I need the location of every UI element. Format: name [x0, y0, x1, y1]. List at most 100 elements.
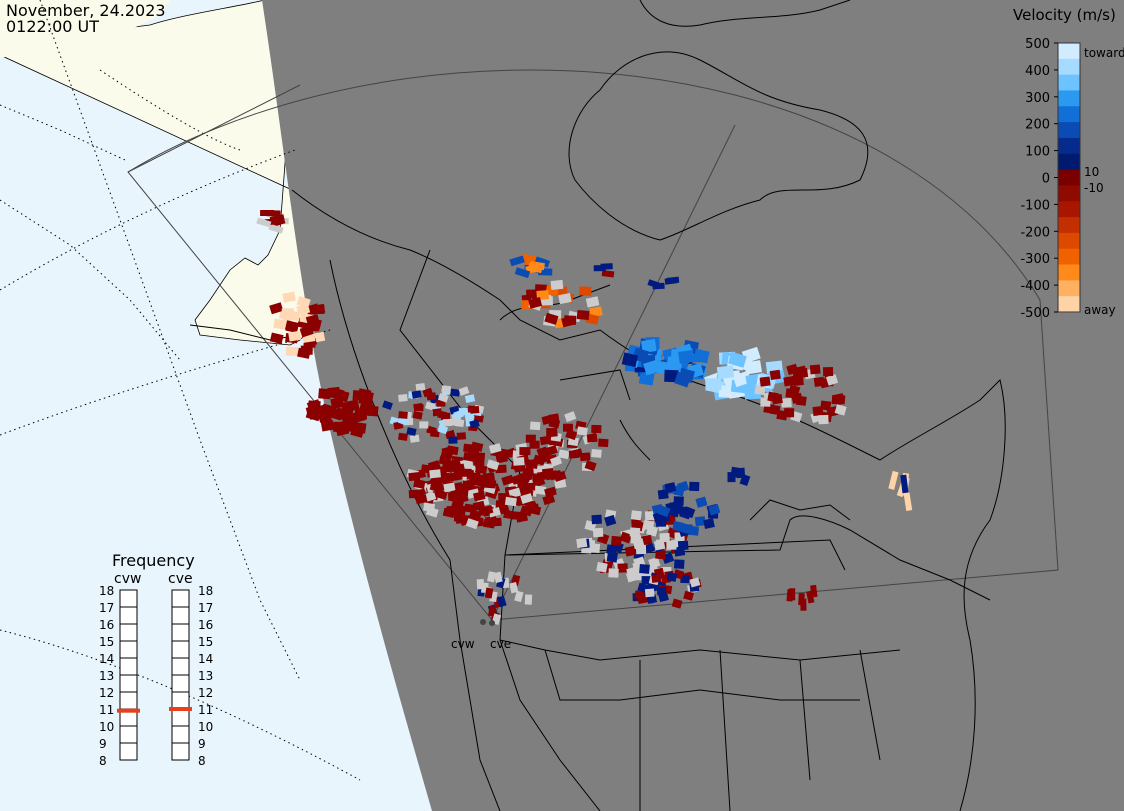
scatter-cell — [454, 505, 466, 514]
legend-tick-label: 100 — [1025, 145, 1050, 160]
scatter-cell — [705, 378, 722, 391]
scatter-cell — [323, 407, 337, 418]
scatter-cell — [456, 486, 469, 496]
scatter-cell — [630, 510, 642, 521]
scatter-cell — [534, 485, 547, 495]
scatter-cell — [462, 451, 476, 462]
scatter-cell — [529, 440, 540, 449]
scatter-cell — [437, 393, 449, 403]
scatter-cell — [708, 503, 721, 516]
scatter-cell — [528, 505, 542, 516]
scatter-cell — [281, 308, 294, 318]
scatter-cell — [450, 471, 463, 482]
scatter-cell — [546, 445, 558, 456]
scatter-cell — [611, 535, 622, 546]
scatter-cell — [718, 385, 736, 398]
scatter-cell — [353, 422, 367, 434]
scatter-cell — [591, 448, 602, 458]
scatter-cell — [268, 223, 284, 234]
scatter-cell — [419, 421, 429, 429]
legend-tick-label: 200 — [1025, 118, 1050, 133]
legend-away-label: away — [1084, 303, 1116, 317]
scatter-cell — [568, 449, 580, 459]
scatter-cell — [415, 383, 426, 392]
scatter-cell — [834, 394, 846, 405]
scatter-cell — [299, 325, 314, 338]
frequency-scale-label: 17 — [99, 601, 114, 615]
frequency-scale-label: 14 — [198, 652, 213, 666]
scatter-cell — [601, 270, 615, 278]
scatter-cell — [606, 544, 618, 555]
scatter-cell — [519, 447, 531, 456]
scatter-cell — [576, 426, 588, 436]
frequency-scale-label: 12 — [198, 686, 213, 700]
scatter-cell — [398, 393, 408, 402]
scatter-cell — [542, 467, 554, 478]
legend-color-step — [1058, 43, 1080, 60]
scatter-cell — [513, 457, 525, 466]
scatter-cell — [659, 532, 670, 543]
scatter-cell — [362, 404, 375, 415]
scatter-cell — [318, 388, 331, 400]
scatter-cell — [425, 401, 436, 411]
legend-color-step — [1058, 137, 1080, 155]
legend-small-neg: -10 — [1084, 181, 1104, 195]
scatter-cell — [497, 595, 507, 608]
legend-color-step — [1058, 217, 1080, 234]
scatter-cell — [409, 434, 420, 443]
scatter-cell — [786, 589, 794, 602]
scatter-cell — [525, 434, 536, 443]
scatter-cell — [695, 496, 708, 508]
scatter-cell — [429, 481, 443, 493]
scatter-cell — [413, 478, 426, 489]
legend-tick-label: 400 — [1025, 64, 1050, 79]
scatter-cell — [553, 470, 567, 482]
scatter-cell — [754, 384, 766, 396]
frequency-scale-label: 9 — [198, 737, 206, 751]
frequency-scale-label: 18 — [198, 584, 213, 598]
scatter-cell — [469, 406, 480, 414]
frequency-radar-cvw: cvw — [114, 571, 141, 587]
scatter-cell — [652, 282, 665, 290]
scatter-cell — [475, 464, 488, 475]
scatter-cell — [728, 351, 747, 368]
scatter-cell — [900, 474, 909, 494]
radar-sites: cvw cve — [451, 619, 511, 651]
scatter-cell — [458, 407, 469, 416]
scatter-cell — [464, 503, 477, 514]
legend-tick-label: -100 — [1020, 198, 1050, 213]
frequency-scale-label: 18 — [99, 584, 114, 598]
scatter-cell — [438, 455, 452, 466]
scatter-cell — [589, 306, 603, 318]
scatter-cell — [689, 577, 701, 588]
scatter-cell — [423, 502, 436, 513]
scatter-cell — [482, 472, 496, 482]
scatter-cell — [522, 467, 534, 477]
scatter-cell — [256, 217, 272, 228]
scatter-cell — [422, 387, 434, 398]
scatter-cell — [561, 315, 576, 328]
scatter-cell — [442, 507, 456, 518]
scatter-cell — [493, 571, 503, 583]
scatter-cell — [490, 517, 502, 527]
scatter-cell — [674, 559, 685, 569]
scatter-cell — [398, 411, 408, 419]
scatter-cell — [528, 296, 543, 309]
scatter-cell — [487, 571, 496, 583]
scatter-cell — [671, 598, 683, 609]
scatter-cell — [484, 587, 494, 599]
scatter-cell — [340, 420, 356, 434]
scatter-cell — [335, 389, 350, 403]
scatter-cell — [666, 540, 677, 550]
scatter-cell — [534, 256, 551, 268]
frequency-scale-label: 16 — [99, 618, 114, 632]
frequency-title: Frequency — [112, 551, 195, 570]
scatter-cell — [664, 482, 677, 494]
frequency-scale-label: 10 — [99, 720, 114, 734]
scatter-cell — [563, 423, 573, 432]
scatter-cell — [456, 432, 467, 440]
scatter-cell — [285, 320, 299, 332]
scatter-cell — [357, 388, 372, 401]
legend-small-pos: 10 — [1084, 165, 1099, 179]
scatter-cell — [903, 492, 913, 511]
